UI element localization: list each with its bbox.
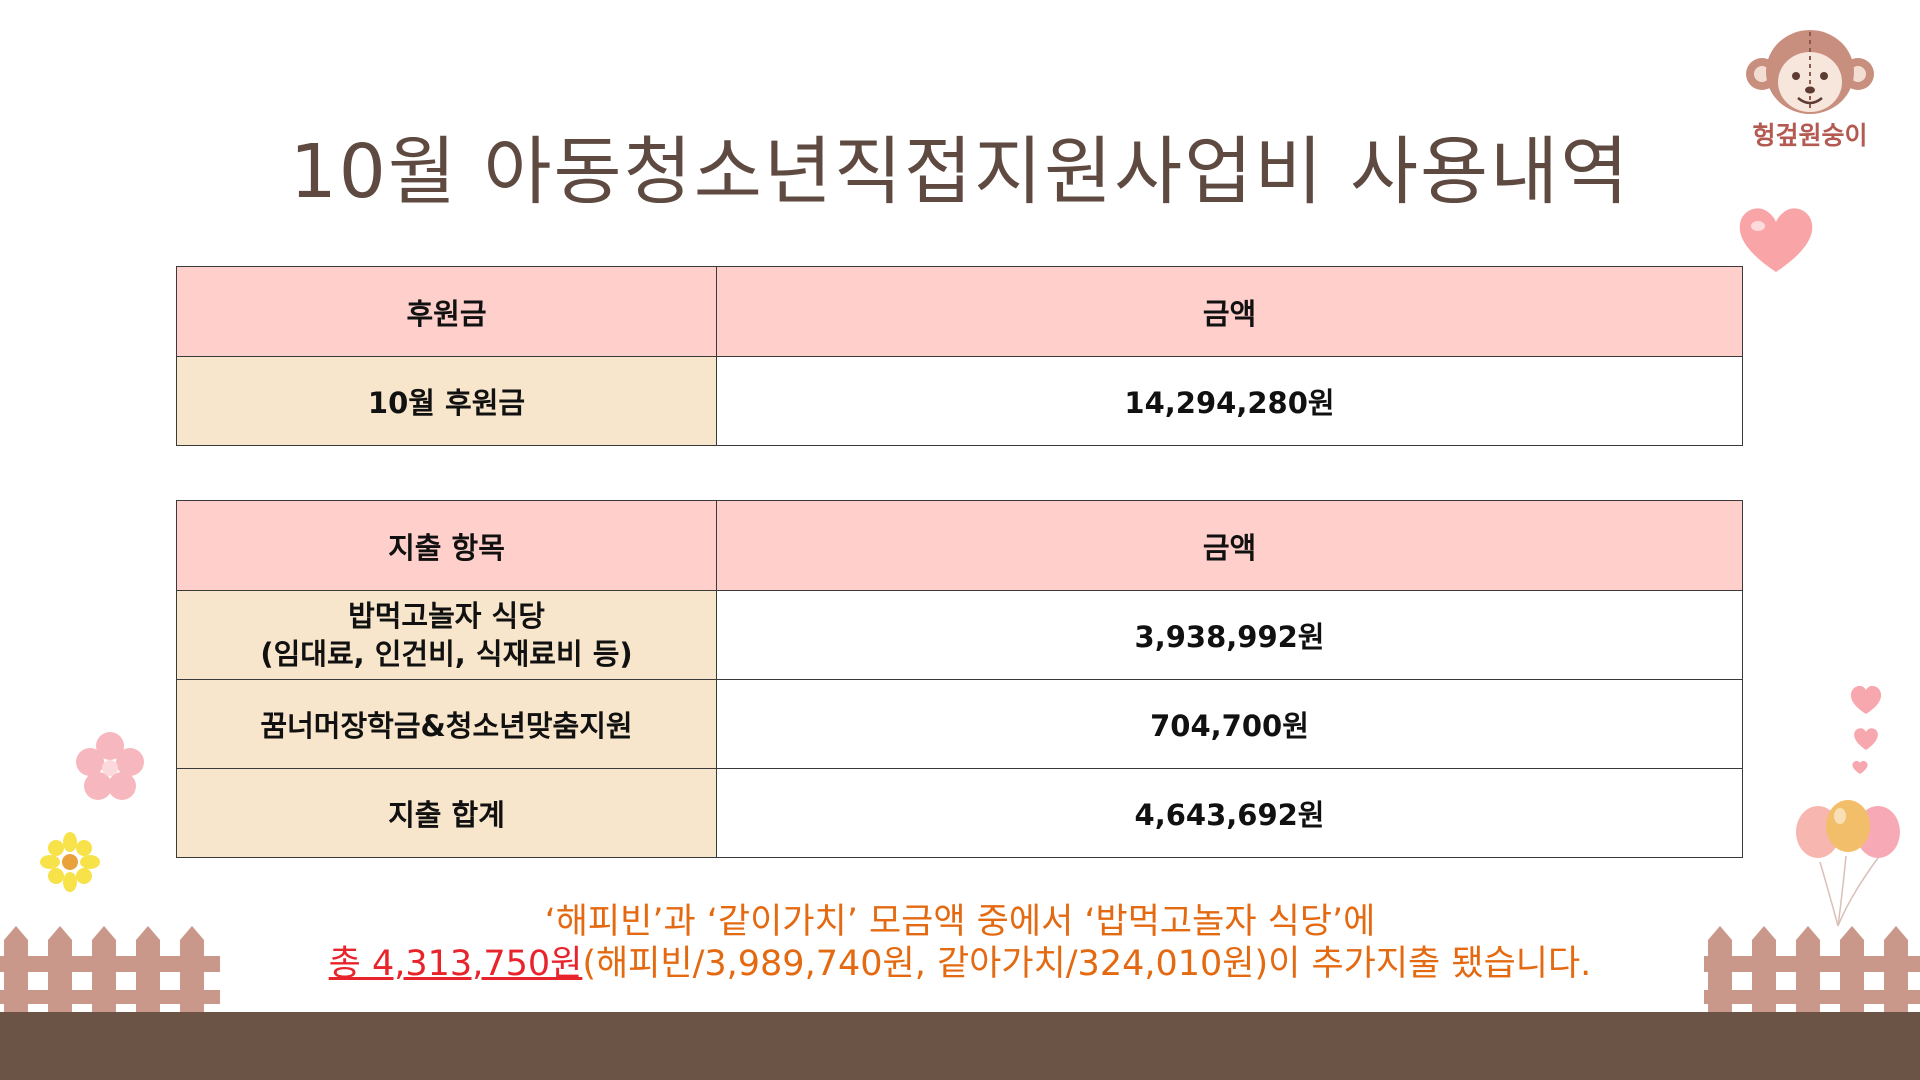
ground-strip — [0, 1012, 1920, 1080]
table-row: 밥먹고놀자 식당 (임대료, 인건비, 식재료비 등) 3,938,992원 — [176, 590, 1743, 680]
heart-icon — [1739, 208, 1813, 272]
income-amount: 14,294,280원 — [716, 356, 1743, 446]
fence-decoration — [0, 926, 220, 1016]
header-amount: 금액 — [716, 266, 1743, 357]
table-header-row: 후원금 금액 — [176, 266, 1743, 357]
expense-total-amount: 4,643,692원 — [716, 768, 1743, 858]
expense-amount: 704,700원 — [716, 679, 1743, 769]
flower-icon — [76, 732, 144, 800]
table-row: 꿈너머장학금&청소년맞춤지원 704,700원 — [176, 679, 1743, 769]
note-highlight: 총 4,313,750원 — [328, 944, 583, 984]
expense-total-label: 지출 합계 — [176, 768, 717, 858]
header-amount: 금액 — [716, 500, 1743, 591]
expense-amount: 3,938,992원 — [716, 590, 1743, 680]
expense-item: 꿈너머장학금&청소년맞춤지원 — [176, 679, 717, 769]
table-row: 10월 후원금 14,294,280원 — [176, 356, 1743, 446]
table-row: 지출 합계 4,643,692원 — [176, 768, 1743, 858]
page-title: 10월 아동청소년직접지원사업비 사용내역 — [289, 129, 1631, 215]
note-line2: 총 4,313,750원(해피빈/3,989,740원, 같아가치/324,01… — [0, 935, 1920, 986]
income-table: 후원금 금액 10월 후원금 14,294,280원 — [176, 266, 1743, 446]
fence-decoration — [1704, 926, 1920, 1016]
balloons-icon — [1796, 800, 1900, 927]
expense-item: 밥먹고놀자 식당 (임대료, 인건비, 식재료비 등) — [176, 590, 717, 680]
note-line1: ‘해피빈’과 ‘같이가치’ 모금액 중에서 ‘밥먹고놀자 식당’에 — [544, 902, 1376, 942]
header-income: 후원금 — [176, 266, 717, 357]
expense-item-line2: (임대료, 인건비, 식재료비 등) — [260, 637, 633, 671]
logo-text: 헝겊원숭이 — [1752, 121, 1868, 150]
header-expense-item: 지출 항목 — [176, 500, 717, 591]
flower-icon — [40, 832, 100, 892]
expense-item-line1: 밥먹고놀자 식당 — [348, 599, 545, 633]
table-header-row: 지출 항목 금액 — [176, 500, 1743, 591]
note-detail: (해피빈/3,989,740원, 같아가치/324,010원)이 추가지출 됐습… — [582, 944, 1592, 984]
monkey-logo-icon — [1746, 30, 1874, 114]
small-hearts-icon — [1850, 685, 1882, 774]
income-item: 10월 후원금 — [176, 356, 717, 446]
expense-table: 지출 항목 금액 밥먹고놀자 식당 (임대료, 인건비, 식재료비 등) 3,9… — [176, 500, 1743, 858]
